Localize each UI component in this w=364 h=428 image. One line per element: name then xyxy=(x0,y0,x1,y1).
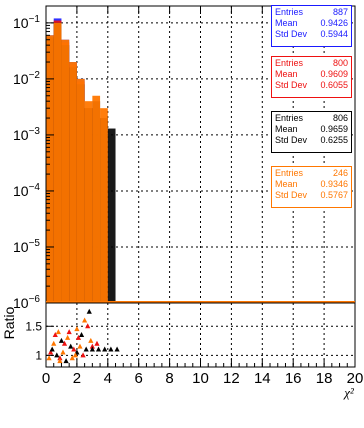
y-tick-label: 10−3 xyxy=(13,126,40,143)
top-panel xyxy=(45,5,356,304)
x-tick-label: 14 xyxy=(254,370,271,387)
ratio-point xyxy=(85,323,91,329)
ratio-axis-label: Ratio xyxy=(1,306,17,339)
stat-std-label: Std Dev xyxy=(275,135,308,145)
histogram-bar xyxy=(100,108,108,303)
stat-std-label: Std Dev xyxy=(275,80,308,90)
x-tick-label: 0 xyxy=(42,370,50,387)
stat-box-black: Entries 806 Mean 0.9659 Std Dev 0.6255 xyxy=(271,111,352,153)
y-tick-label: 10−5 xyxy=(13,238,40,255)
stat-entries-label: Entries xyxy=(275,7,304,17)
histogram-bar xyxy=(61,39,70,304)
stat-box-blue: Entries 887 Mean 0.9426 Std Dev 0.5944 xyxy=(271,5,352,47)
stat-entries-value: 800 xyxy=(332,58,348,68)
ratio-point xyxy=(88,337,94,343)
stat-mean-label: Mean xyxy=(275,69,298,79)
x-tick-label: 10 xyxy=(192,370,209,387)
stat-std-value: 0.5944 xyxy=(320,29,348,39)
ratio-point xyxy=(60,349,66,355)
ratio-point xyxy=(51,340,57,346)
ratio-tick-label: 1 xyxy=(35,348,42,362)
ratio-point xyxy=(94,340,100,346)
x-tick-label: 8 xyxy=(165,370,173,387)
stat-std-label: Std Dev xyxy=(275,29,308,39)
stat-entries-value: 806 xyxy=(332,113,348,123)
histogram-bar xyxy=(69,62,77,303)
histogram-bar xyxy=(92,95,101,304)
stat-std-value: 0.5767 xyxy=(320,190,348,200)
histogram-bar xyxy=(84,101,93,304)
ratio-point xyxy=(46,355,52,361)
stat-mean-label: Mean xyxy=(275,18,298,28)
axis-labels: 0 2 4 6 8 10 12 14 16 18 20χ²10−610−510−410−310−21… xyxy=(1,5,364,400)
y-tick-label: 10−6 xyxy=(13,294,40,311)
ratio-point xyxy=(65,334,71,340)
ratio-point xyxy=(72,352,78,358)
ratio-point xyxy=(83,346,89,352)
ratio-point xyxy=(63,358,69,364)
ratio-point xyxy=(49,346,55,352)
ratio-tick-label: 1.5 xyxy=(25,319,42,333)
y-tick-label: 10−1 xyxy=(13,14,40,31)
ratio-point xyxy=(68,343,74,349)
ratio-point xyxy=(82,317,88,323)
x-tick-label: 16 xyxy=(285,370,302,387)
ratio-point xyxy=(89,343,95,349)
ratio-point xyxy=(57,358,63,364)
ratio-point xyxy=(80,352,86,358)
stat-box-orange: Entries 246 Mean 0.9346 Std Dev 0.5767 xyxy=(271,166,352,208)
ratio-point xyxy=(55,329,61,335)
stat-std-label: Std Dev xyxy=(275,190,308,200)
stat-mean-value: 0.9609 xyxy=(320,69,348,79)
ratio-point xyxy=(89,346,95,352)
stat-entries-label: Entries xyxy=(275,168,304,178)
stat-entries-label: Entries xyxy=(275,58,304,68)
ratio-point xyxy=(75,334,82,340)
stat-mean-value: 0.9346 xyxy=(320,179,348,189)
ratio-point xyxy=(74,326,80,332)
ratio-point xyxy=(71,346,77,352)
x-tick-label: 4 xyxy=(104,370,112,387)
ratio-point xyxy=(66,329,72,335)
histogram-bar xyxy=(107,128,116,303)
stat-box-red: Entries 800 Mean 0.9609 Std Dev 0.6055 xyxy=(271,56,352,98)
ratio-point xyxy=(57,355,63,361)
stat-entries-value: 246 xyxy=(332,168,348,178)
stat-mean-value: 0.9426 xyxy=(320,18,348,28)
ratio-point xyxy=(114,346,120,352)
x-tick-label: 2 xyxy=(73,370,81,387)
x-tick-label: 12 xyxy=(223,370,240,387)
stat-entries-value: 887 xyxy=(332,7,348,17)
histogram-bar xyxy=(76,78,85,303)
ratio-point xyxy=(52,332,58,337)
stat-std-value: 0.6055 xyxy=(320,80,348,90)
ratio-point xyxy=(95,346,102,352)
x-axis-label: χ² xyxy=(342,385,355,400)
stat-std-value: 0.6255 xyxy=(320,135,348,145)
ratio-point xyxy=(108,346,114,352)
histogram-bar xyxy=(53,22,62,304)
stat-mean-label: Mean xyxy=(275,124,298,134)
ratio-point xyxy=(77,343,83,349)
stat-mean-value: 0.9659 xyxy=(320,124,348,134)
x-tick-label: 18 xyxy=(316,370,333,387)
ratio-point xyxy=(86,308,92,314)
ratio-point xyxy=(48,349,54,355)
ratio-point xyxy=(78,332,85,337)
ratio-point xyxy=(102,346,108,352)
x-tick-label: 20 xyxy=(347,370,364,387)
ratio-panel xyxy=(45,302,356,368)
histogram-bar xyxy=(46,35,54,303)
stat-mean-label: Mean xyxy=(275,179,298,189)
ratio-point xyxy=(58,337,65,343)
x-tick-label: 6 xyxy=(135,370,143,387)
y-tick-label: 10−2 xyxy=(13,70,40,87)
y-tick-label: 10−4 xyxy=(13,182,40,199)
ratio-point xyxy=(54,352,60,358)
ratio-point xyxy=(61,340,68,346)
stat-entries-label: Entries xyxy=(275,113,304,123)
ratio-point xyxy=(69,355,75,361)
